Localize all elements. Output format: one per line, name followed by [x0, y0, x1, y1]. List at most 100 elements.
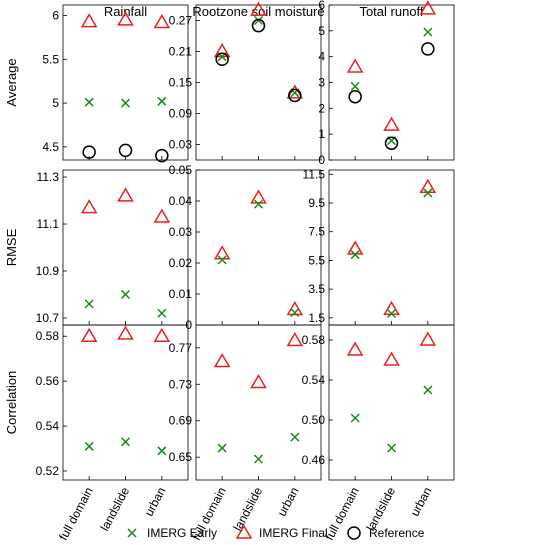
point-early [217, 255, 227, 265]
legend-marker-early [127, 528, 137, 538]
panel: 0 1 2 3 4 5 6 [318, 0, 455, 167]
point-final [117, 11, 134, 26]
panel: 0.65 0.69 0.73 0.77 [169, 324, 322, 481]
point-early [386, 308, 397, 319]
point-early [350, 250, 360, 260]
legend-item: IMERG Early [127, 526, 217, 540]
row-label: Average [4, 58, 19, 106]
legend-label: IMERG Final [259, 526, 328, 540]
y-tick-label: 2 [318, 101, 325, 115]
y-tick-label: 10.7 [36, 311, 60, 325]
legend-label: Reference [369, 526, 425, 540]
point-final [80, 13, 98, 28]
y-tick-label: 6 [318, 0, 325, 12]
y-tick-label: 0.58 [36, 329, 60, 343]
panel: 1.5 3.5 5.5 7.5 9.5 11.5 [303, 167, 455, 326]
y-tick-label: 0.21 [169, 45, 193, 59]
y-tick-label: 3 [318, 76, 325, 90]
point-final [250, 189, 267, 204]
y-tick-label: 7.5 [308, 225, 325, 239]
y-tick-label: 3.5 [308, 282, 325, 296]
y-tick-label: 5.5 [42, 52, 59, 66]
point-early [84, 97, 94, 107]
y-tick-label: 0.01 [169, 287, 193, 301]
category-label: urban [408, 485, 435, 519]
point-final [153, 14, 171, 29]
panel: 0.03 0.09 0.15 0.21 0.27 [169, 1, 322, 161]
point-final [117, 187, 134, 202]
point-early [253, 15, 264, 26]
point-final [383, 116, 400, 131]
point-final [419, 0, 437, 15]
point-final [346, 58, 364, 73]
point-early [350, 81, 360, 91]
point-early [84, 441, 94, 451]
y-tick-label: 4 [318, 50, 325, 64]
point-final [250, 373, 267, 389]
point-final [346, 240, 364, 255]
y-tick-label: 1 [318, 127, 325, 141]
panel-frame [328, 324, 455, 481]
legend-item: IMERG Final [235, 524, 328, 540]
category-label: landslide [98, 485, 133, 534]
column-title: Total runoff [359, 4, 423, 19]
panel: 10.7 10.9 11.1 11.3 [36, 169, 189, 326]
point-early [157, 308, 167, 318]
y-tick-label: 5.5 [308, 253, 325, 267]
y-tick-label: 9.5 [308, 196, 325, 210]
y-tick-label: 0.50 [302, 413, 326, 427]
y-tick-label: 0.02 [169, 256, 193, 270]
y-tick-label: 10.9 [36, 264, 60, 278]
point-early [253, 199, 264, 209]
y-tick-label: 5 [318, 24, 325, 38]
y-tick-label: 6 [52, 9, 59, 23]
point-early [423, 188, 433, 198]
point-early [120, 289, 131, 300]
y-tick-label: 0.58 [302, 333, 326, 347]
category-label: full domain [56, 485, 96, 543]
point-reference [421, 42, 435, 56]
y-tick-label: 0.73 [169, 377, 193, 391]
y-tick-label: 0.56 [36, 374, 60, 388]
category-label: urban [275, 485, 302, 519]
point-early [84, 299, 94, 309]
point-early [120, 437, 131, 447]
point-early [217, 443, 227, 453]
point-early [157, 96, 167, 106]
point-final [383, 351, 400, 366]
legend: IMERG Early IMERG Final Reference [127, 524, 425, 540]
legend-item: Reference [347, 526, 425, 540]
point-final [419, 178, 437, 193]
y-tick-label: 0.03 [169, 225, 193, 239]
y-tick-label: 11.5 [303, 167, 326, 181]
category-label: full domain [322, 485, 362, 543]
y-tick-label: 5 [52, 96, 59, 110]
y-tick-label: 0.15 [169, 76, 193, 90]
y-tick-label: 0 [185, 318, 192, 332]
category-label: urban [142, 485, 169, 519]
panel-frame [195, 4, 322, 161]
point-early [253, 454, 264, 464]
point-early [423, 27, 433, 37]
y-tick-label: 0.54 [36, 419, 60, 433]
panel: 0 0.01 0.02 0.03 0.04 0.05 [169, 163, 322, 332]
row-label: Correlation [4, 371, 19, 435]
point-reference [348, 89, 362, 104]
point-final [117, 325, 134, 340]
point-final [286, 84, 304, 99]
y-tick-label: 1.5 [308, 311, 325, 325]
point-reference [155, 148, 169, 163]
point-final [153, 208, 171, 223]
point-reference [384, 136, 399, 150]
point-reference [215, 52, 229, 66]
y-tick-label: 0.09 [169, 107, 193, 121]
panel: 0.52 0.54 0.56 0.58 [36, 324, 189, 481]
y-tick-label: 0.46 [302, 453, 326, 467]
panel: 4.5 5 5.5 6 [42, 4, 189, 163]
point-final [286, 332, 304, 347]
point-early [290, 432, 300, 442]
y-tick-label: 0.27 [169, 14, 193, 28]
legend-label: IMERG Early [147, 526, 217, 540]
point-final [80, 327, 98, 342]
